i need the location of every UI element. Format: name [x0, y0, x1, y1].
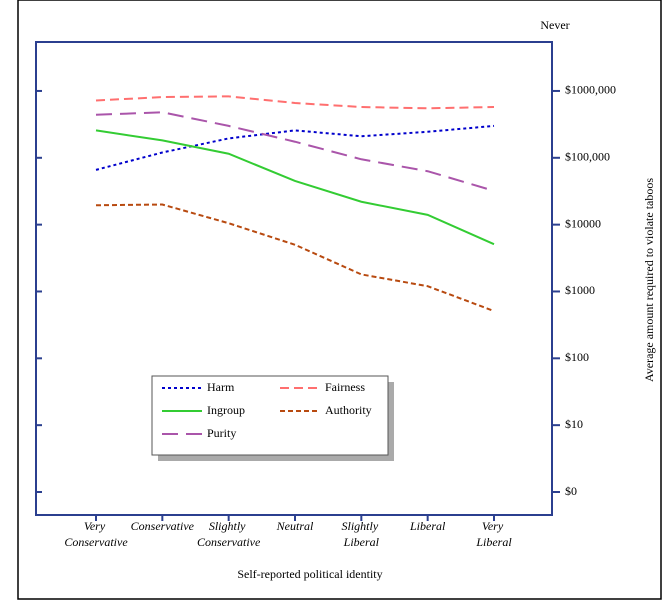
y-axis-title: Average amount required to violate taboo…	[642, 178, 656, 382]
x-tick-label: Very Conservative	[64, 519, 128, 549]
series-line	[95, 111, 495, 192]
series-line	[95, 203, 495, 312]
legend-label: Authority	[325, 403, 372, 417]
y-tick-label: $0	[565, 484, 577, 498]
series-line	[95, 129, 495, 246]
y-tick-label: $100,000	[565, 150, 610, 164]
x-tick-label: Very Liberal	[475, 519, 512, 549]
y-tick-label: $1000	[565, 283, 595, 297]
x-tick-label: Liberal	[409, 519, 446, 533]
x-tick-label: Slightly Liberal	[341, 519, 381, 549]
x-tick-label: Conservative	[131, 519, 195, 533]
legend-label: Ingroup	[207, 403, 245, 417]
y-tick-label: $10000	[565, 216, 601, 230]
frame	[17, 0, 662, 600]
x-tick-label: Slightly Conservative	[197, 519, 261, 549]
y-tick-label: $10	[565, 417, 583, 431]
x-axis-title: Self-reported political identity	[237, 567, 382, 581]
legend-label: Purity	[207, 426, 236, 440]
legend-label: Fairness	[325, 380, 365, 394]
x-tick-label: Neutral	[276, 519, 314, 533]
series-line	[95, 95, 495, 110]
series-line	[95, 124, 495, 171]
legend-label: Harm	[207, 380, 235, 394]
y-tick-label: $100	[565, 350, 589, 364]
axis-top-label: Never	[540, 18, 569, 32]
legend	[151, 375, 389, 456]
y-tick-label: $1000,000	[565, 83, 616, 97]
